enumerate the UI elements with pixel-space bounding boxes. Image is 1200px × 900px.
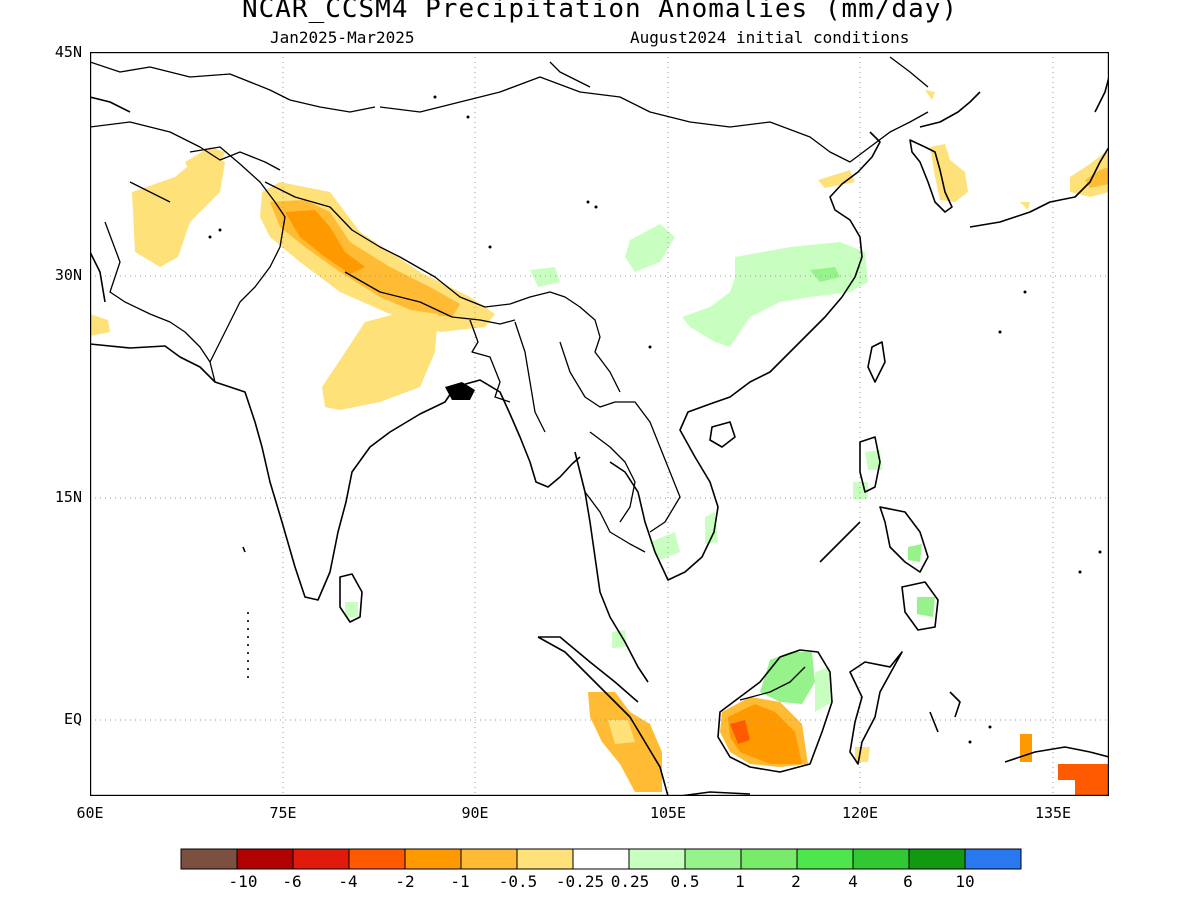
anomaly-north-afghanistan bbox=[185, 147, 225, 172]
anomaly-borneo-south bbox=[728, 704, 802, 764]
lon-label-60e: 60E bbox=[76, 804, 104, 822]
colorbar-label: -10 bbox=[228, 872, 258, 891]
anomaly-japan-core bbox=[1085, 167, 1109, 188]
colorbar-label: 6 bbox=[903, 872, 913, 891]
anomaly-visayas bbox=[908, 544, 922, 562]
anomaly-north-china bbox=[818, 170, 855, 188]
colorbar-label: 2 bbox=[791, 872, 801, 891]
period-label: Jan2025-Mar2025 bbox=[270, 28, 415, 47]
anomaly-sumatra-inner bbox=[608, 720, 635, 744]
colorbar-label: -2 bbox=[395, 872, 415, 891]
anomaly-tibet bbox=[625, 224, 675, 272]
anomaly-east-india bbox=[322, 310, 438, 410]
colorbar-swatch bbox=[180, 848, 238, 870]
colorbar-swatch bbox=[684, 848, 742, 870]
colorbar-label: 0.5 bbox=[670, 872, 700, 891]
anomaly-borneo-edge bbox=[815, 667, 832, 712]
anomaly-luzon bbox=[865, 450, 882, 470]
coast-detail bbox=[208, 95, 1102, 744]
colorbar-label: -4 bbox=[338, 872, 358, 891]
colorbar bbox=[180, 848, 1022, 870]
coastlines bbox=[90, 76, 1109, 796]
lat-label-45n: 45N bbox=[54, 43, 82, 61]
anomaly-borneo-core bbox=[730, 720, 750, 744]
lon-label-135e: 135E bbox=[1034, 804, 1072, 822]
colorbar-swatch bbox=[572, 848, 630, 870]
colorbar-label: -0.25 bbox=[555, 872, 605, 891]
colorbar-swatch bbox=[740, 848, 798, 870]
anomaly-himalaya-core bbox=[285, 210, 365, 274]
lat-label-eq: EQ bbox=[63, 710, 82, 728]
colorbar-label: 10 bbox=[955, 872, 975, 891]
colorbar-swatch bbox=[404, 848, 462, 870]
lon-label-120e: 120E bbox=[841, 804, 879, 822]
borders bbox=[90, 56, 929, 701]
init-label: August2024 initial conditions bbox=[630, 28, 910, 47]
colorbar-swatch bbox=[796, 848, 854, 870]
anomaly-malaya bbox=[612, 630, 626, 648]
colorbar-label: 4 bbox=[848, 872, 858, 891]
anomaly-mindanao bbox=[917, 597, 935, 617]
anomaly-cambodia bbox=[650, 532, 680, 560]
graticule bbox=[90, 52, 1109, 796]
colorbar-swatch bbox=[908, 848, 966, 870]
map-frame bbox=[90, 52, 1109, 796]
anomaly-vietnam bbox=[705, 512, 718, 544]
colorbar-swatch bbox=[292, 848, 350, 870]
anomaly-borneo-north bbox=[760, 652, 815, 704]
anomaly-shading bbox=[90, 90, 1109, 796]
anomaly-japan-small bbox=[1020, 202, 1030, 210]
colorbar-swatch bbox=[460, 848, 518, 870]
anomaly-seram bbox=[1020, 734, 1032, 762]
anomaly-central-china-inner bbox=[810, 267, 840, 282]
colorbar-swatch bbox=[516, 848, 574, 870]
lat-label-30n: 30N bbox=[54, 266, 82, 284]
colorbar-swatch bbox=[964, 848, 1022, 870]
anomaly-new-guinea bbox=[1058, 764, 1109, 796]
colorbar-label: -0.5 bbox=[498, 872, 538, 891]
lon-label-90e: 90E bbox=[461, 804, 489, 822]
anomaly-central-china bbox=[682, 242, 868, 347]
colorbar-swatch bbox=[852, 848, 910, 870]
anomaly-korea-small bbox=[925, 90, 935, 100]
anomaly-korea bbox=[930, 144, 968, 202]
colorbar-swatch bbox=[348, 848, 406, 870]
colorbar-label: -1 bbox=[450, 872, 470, 891]
map-title: NCAR_CCSM4 Precipitation Anomalies (mm/d… bbox=[241, 0, 959, 24]
anomaly-afghanistan bbox=[132, 152, 225, 267]
colorbar-swatch bbox=[628, 848, 686, 870]
anomaly-west-border bbox=[90, 314, 110, 336]
lon-label-105e: 105E bbox=[649, 804, 687, 822]
colorbar-label: -6 bbox=[282, 872, 302, 891]
anomaly-luzon-south bbox=[853, 482, 868, 499]
precipitation-map bbox=[90, 52, 1109, 796]
colorbar-swatch bbox=[236, 848, 294, 870]
lon-label-75e: 75E bbox=[269, 804, 297, 822]
anomaly-sri-lanka bbox=[345, 602, 358, 617]
anomaly-sulawesi bbox=[855, 747, 870, 762]
anomaly-yunnan bbox=[530, 267, 560, 287]
colorbar-label: 1 bbox=[735, 872, 745, 891]
colorbar-label: 0.25 bbox=[610, 872, 650, 891]
lat-label-15n: 15N bbox=[54, 488, 82, 506]
